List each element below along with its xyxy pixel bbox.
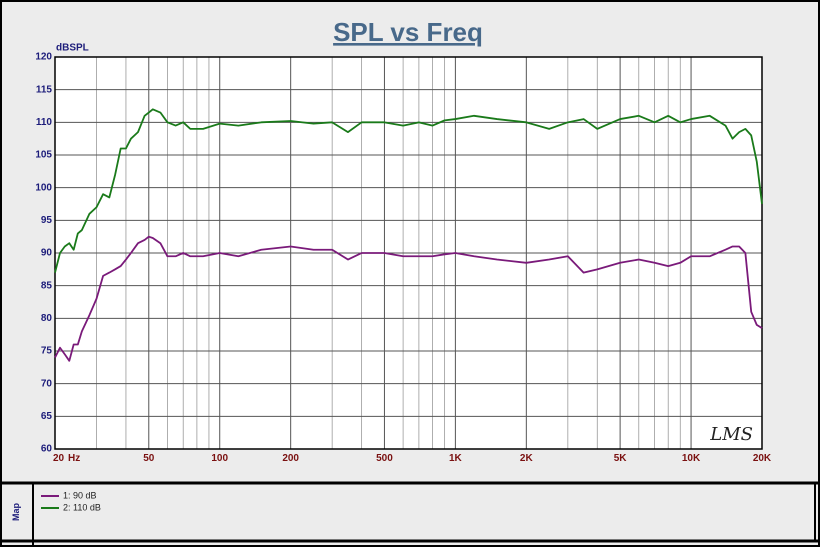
x-tick-label: 1K (449, 453, 463, 464)
y-tick-label: 105 (35, 150, 52, 161)
x-tick-label: 200 (282, 453, 299, 464)
y-tick-label: 60 (41, 444, 53, 455)
x-tick-label: 5K (614, 453, 628, 464)
y-tick-label: 95 (41, 215, 53, 226)
x-tick-label: 50 (143, 453, 155, 464)
x-tick-label: 20K (753, 453, 772, 464)
legend-label: 2: 110 dB (63, 502, 101, 512)
plot-border (54, 56, 763, 450)
x-tick-label: 100 (211, 453, 228, 464)
y-tick-label: 115 (36, 84, 53, 95)
y-tick-label: 70 (41, 378, 53, 389)
y-tick-label: 80 (41, 313, 53, 324)
series-line (54, 108, 763, 273)
series-line (54, 235, 763, 362)
legend-title: Map (11, 502, 21, 521)
legend-label: 1: 90 dB (63, 490, 97, 500)
y-tick-label: 110 (36, 117, 53, 128)
x-tick-label: 10K (682, 453, 701, 464)
x-tick-label: 20 (53, 453, 65, 464)
y-axis-label: dBSPL (56, 43, 89, 54)
x-tick-label: 500 (376, 453, 393, 464)
y-tick-label: 100 (35, 182, 52, 193)
chart-title: SPL vs Freq (333, 17, 483, 47)
logo: LMS (709, 424, 753, 445)
y-tick-label: 120 (35, 52, 52, 63)
y-tick-label: 85 (41, 280, 53, 291)
y-tick-label: 90 (41, 248, 53, 259)
y-tick-label: 65 (41, 411, 53, 422)
y-tick-label: 75 (41, 346, 53, 357)
x-axis-label: Hz (68, 453, 80, 464)
x-tick-label: 2K (520, 453, 534, 464)
